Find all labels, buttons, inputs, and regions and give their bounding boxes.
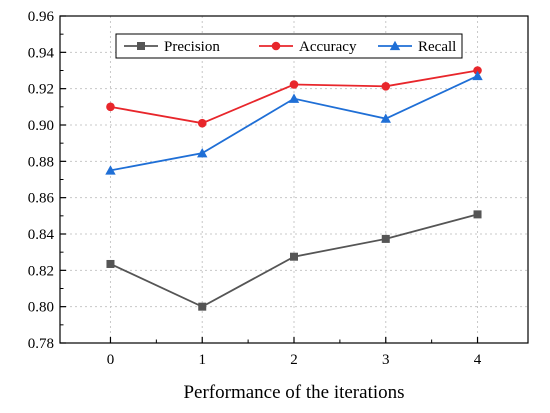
- legend-entry-accuracy: Accuracy: [259, 39, 357, 55]
- y-tick-label: 0.92: [28, 82, 54, 98]
- legend: Precision Accuracy Recall: [115, 33, 463, 59]
- data-point: [472, 70, 483, 81]
- series-precision: [106, 210, 482, 311]
- data-point: [381, 82, 391, 91]
- y-tick-label: 0.94: [28, 45, 55, 61]
- data-point: [473, 66, 482, 75]
- y-tick-label: 0.96: [28, 9, 55, 25]
- data-point: [288, 93, 300, 103]
- x-tick-label: 1: [198, 352, 206, 368]
- data-point: [290, 252, 298, 261]
- data-point: [380, 113, 391, 123]
- data-point: [105, 165, 116, 175]
- y-tick-label: 0.86: [28, 191, 55, 207]
- legend-marker: [389, 40, 401, 51]
- data-point: [106, 102, 115, 112]
- x-axis-title: Performance of the iterations: [183, 382, 404, 403]
- legend-label: Accuracy: [299, 39, 357, 55]
- series-lines: [105, 66, 483, 311]
- legend-label: Recall: [418, 39, 456, 55]
- data-point: [197, 118, 207, 128]
- series-recall: [105, 70, 483, 175]
- x-tick-label: 2: [290, 352, 298, 368]
- axes: 0.78 0.80 0.82 0.84 0.86 0.88 0.90 0.92 0.94 0.96…: [28, 9, 482, 368]
- y-tick-label: 0.82: [28, 263, 54, 279]
- legend-entry-recall: Recall: [378, 39, 456, 55]
- x-tick-label: 0: [107, 352, 115, 368]
- legend-marker: [137, 42, 145, 50]
- data-point: [381, 234, 390, 243]
- legend-marker: [271, 41, 281, 51]
- data-point: [198, 302, 207, 311]
- y-tick-label: 0.90: [28, 118, 54, 134]
- data-point: [197, 147, 208, 158]
- y-tick-label: 0.80: [28, 300, 54, 316]
- x-tick-label: 4: [474, 352, 482, 368]
- y-tick-label: 0.78: [28, 336, 54, 352]
- y-tick-label: 0.84: [28, 227, 55, 243]
- legend-entry-precision: Precision: [124, 39, 220, 55]
- data-point: [473, 210, 482, 219]
- data-point: [289, 80, 299, 89]
- y-tick-label: 0.88: [28, 154, 54, 170]
- series-accuracy: [106, 66, 482, 128]
- data-point: [106, 259, 115, 268]
- legend-label: Precision: [164, 39, 220, 55]
- x-tick-label: 3: [382, 352, 390, 368]
